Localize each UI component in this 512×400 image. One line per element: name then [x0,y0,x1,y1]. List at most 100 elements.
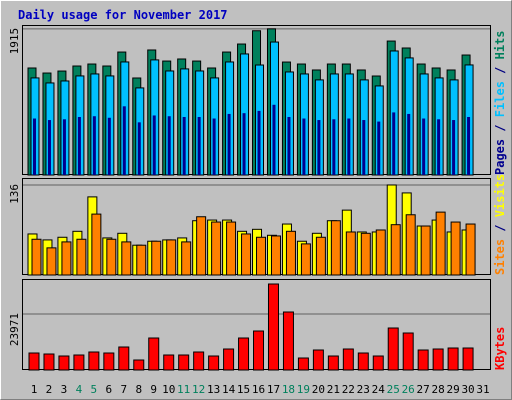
x-tick-label: 8 [135,383,142,396]
bar [312,349,324,371]
bar [181,241,192,276]
bar [212,118,216,175]
bar [226,221,237,276]
bar [387,327,399,371]
bar [422,118,426,175]
bar [196,216,207,276]
bar [151,240,162,276]
bar [43,353,55,371]
bar [91,213,102,276]
bar [238,337,250,371]
bar [347,118,351,175]
bar [106,238,117,276]
bar [282,311,294,371]
bar [166,239,177,276]
bar [137,122,141,175]
bar [450,221,461,276]
bar [253,330,265,371]
chart-title: Daily usage for November 2017 [18,8,228,22]
bar [405,214,416,276]
bar [256,236,267,276]
bar [242,113,246,175]
bar [76,238,87,276]
x-tick-label: 6 [106,383,113,396]
bar [362,120,366,175]
bar [92,116,96,175]
legend-separator: / [493,217,507,239]
bar [435,211,446,276]
legend-entry: Pages [493,139,507,175]
legend-entry: Sites [493,239,507,275]
x-tick-label: 23 [357,383,370,396]
bar [302,118,306,175]
bar [227,113,231,175]
x-tick-label: 2 [46,383,53,396]
bar [208,355,220,371]
x-tick-label: 28 [432,383,445,396]
x-tick-label: 11 [177,383,190,396]
x-tick-label: 26 [402,383,415,396]
bar [223,348,235,371]
bar [375,229,386,276]
y-tick-label: 23971 [8,313,21,346]
bar [62,119,66,175]
bar [417,349,429,371]
x-tick-label: 5 [91,383,98,396]
x-tick-label: 30 [461,383,474,396]
x-tick-label: 21 [327,383,340,396]
x-tick-label: 16 [252,383,265,396]
x-tick-label: 13 [207,383,220,396]
bar [121,241,132,276]
bar [33,118,36,175]
bar [182,116,186,175]
x-tick-label: 29 [446,383,459,396]
bar [272,104,276,175]
bar [390,224,401,276]
legend-separator: / [493,117,507,139]
bar [178,354,190,371]
x-tick-label: 4 [76,383,83,396]
bar [465,223,476,276]
bar [402,332,414,371]
x-tick-label: 22 [342,383,355,396]
x-tick-label: 3 [61,383,68,396]
bar [332,119,336,175]
legend-entry: Files [493,81,507,117]
bar [462,347,474,371]
bar [345,231,356,276]
bar [47,120,51,175]
bar [107,117,111,175]
bar [136,244,147,276]
x-tick-label: 12 [192,383,205,396]
x-tick-label: 9 [150,383,157,396]
x-tick-label: 14 [222,383,236,396]
bar [73,354,85,371]
bar [407,113,411,175]
bar [118,346,130,371]
bar [58,355,70,371]
legend-separator: / [493,59,507,81]
x-tick-label: 17 [267,383,280,396]
bar [297,357,309,371]
bar [377,121,381,175]
bar [330,220,341,276]
bar [257,110,261,175]
bar [46,247,57,276]
bar [163,354,175,371]
bar [342,348,354,371]
x-tick-label: 18 [282,383,295,396]
legend: KBytes [493,327,507,370]
bar [315,236,326,276]
x-tick-label: 24 [372,383,386,396]
y-tick-label: 1915 [8,28,21,54]
bar [447,347,459,371]
bar [28,352,40,371]
bar [467,116,471,175]
x-tick-label: 25 [387,383,400,396]
bar [452,120,456,175]
bar [357,352,369,371]
x-tick-label: 7 [120,383,127,396]
bar [122,106,126,175]
bar [197,116,201,175]
